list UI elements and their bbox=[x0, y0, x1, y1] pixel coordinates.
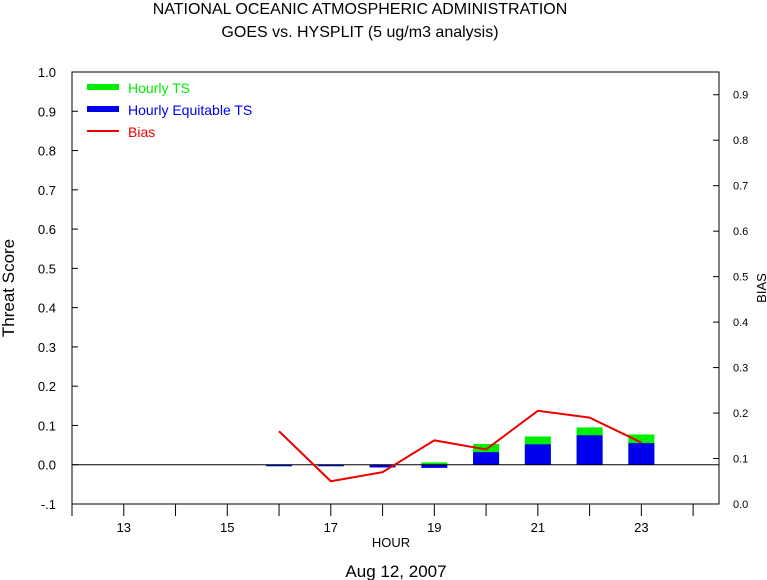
y-tick-label: 0.8 bbox=[38, 144, 56, 159]
legend-swatch bbox=[87, 84, 119, 90]
left-axis-ticks: -.1 0.0 0.1 0.2 0.3 0.4 0.5 0.6 0.7 0.8 0.9 1.0 bbox=[38, 65, 78, 512]
legend-label: Bias bbox=[128, 124, 155, 140]
y-tick-label: 0.5 bbox=[38, 261, 56, 276]
y2-tick-label: 0.4 bbox=[733, 317, 748, 329]
equitable-ts-bar bbox=[421, 464, 448, 468]
bias-series-line bbox=[278, 409, 642, 483]
right-axis-ticks: 0.0 0.1 0.2 0.3 0.4 0.5 0.6 0.7 0.8 0.9 bbox=[713, 90, 748, 511]
legend: Hourly TS Hourly Equitable TS Bias bbox=[87, 80, 252, 140]
equitable-ts-bar bbox=[628, 443, 655, 465]
bars-layer bbox=[266, 427, 655, 468]
ts-bar bbox=[421, 462, 448, 465]
y-tick-label: 1.0 bbox=[38, 65, 56, 80]
x-axis-label: HOUR bbox=[372, 535, 410, 550]
equitable-ts-bar bbox=[266, 464, 293, 467]
y2-tick-label: 0.7 bbox=[733, 181, 748, 193]
y-tick-label: 0.3 bbox=[38, 340, 56, 355]
y-tick-label: 0.9 bbox=[38, 104, 56, 119]
y-tick-label: 0.0 bbox=[38, 458, 56, 473]
legend-label: Hourly TS bbox=[128, 80, 190, 96]
equitable-ts-bar bbox=[369, 464, 396, 468]
x-tick-label: 21 bbox=[531, 520, 545, 535]
y2-tick-label: 0.2 bbox=[733, 408, 748, 420]
y2-tick-label: 0.1 bbox=[733, 454, 748, 466]
y-axis-label: Threat Score bbox=[0, 239, 18, 337]
chart-subtitle: GOES vs. HYSPLIT (5 ug/m3 analysis) bbox=[221, 24, 498, 41]
x-tick-label: 23 bbox=[634, 520, 648, 535]
equitable-ts-bar bbox=[317, 464, 344, 467]
x-axis-ticks: 13 15 17 19 21 23 bbox=[71, 504, 694, 535]
y2-tick-label: 0.6 bbox=[733, 226, 748, 238]
y-tick-label: 0.2 bbox=[38, 379, 56, 394]
equitable-ts-bar bbox=[524, 444, 551, 465]
y-tick-label: -.1 bbox=[41, 497, 56, 512]
x-tick-label: 19 bbox=[427, 520, 441, 535]
y2-tick-label: 0.5 bbox=[733, 272, 748, 284]
y-tick-label: 0.7 bbox=[38, 183, 56, 198]
equitable-ts-bar bbox=[576, 435, 603, 465]
y2-axis-label: BIAS bbox=[754, 273, 767, 303]
y-tick-label: 0.1 bbox=[38, 418, 56, 433]
y-tick-label: 0.4 bbox=[38, 301, 56, 316]
y2-tick-label: 0.9 bbox=[733, 90, 748, 102]
y2-tick-label: 0.3 bbox=[733, 363, 748, 375]
equitable-ts-bar bbox=[473, 452, 500, 465]
y-tick-label: 0.6 bbox=[38, 222, 56, 237]
legend-swatch bbox=[87, 106, 119, 112]
x-tick-label: 15 bbox=[220, 520, 234, 535]
plot-frame bbox=[71, 71, 720, 505]
date-label: Aug 12, 2007 bbox=[345, 562, 446, 580]
y2-tick-label: 0.8 bbox=[733, 135, 748, 147]
x-tick-label: 13 bbox=[117, 520, 131, 535]
legend-label: Hourly Equitable TS bbox=[128, 102, 252, 118]
y2-tick-label: 0.0 bbox=[733, 499, 748, 511]
x-tick-label: 17 bbox=[324, 520, 338, 535]
chart-title: NATIONAL OCEANIC ATMOSPHERIC ADMINISTRAT… bbox=[153, 1, 568, 18]
